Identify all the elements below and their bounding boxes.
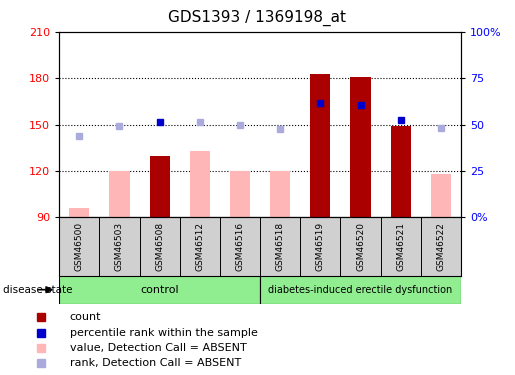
Text: GSM46518: GSM46518: [276, 222, 285, 271]
Bar: [260, 276, 461, 304]
Text: value, Detection Call = ABSENT: value, Detection Call = ABSENT: [70, 343, 246, 352]
Bar: [390, 126, 410, 218]
Text: GDS1393 / 1369198_at: GDS1393 / 1369198_at: [168, 9, 347, 26]
Bar: [109, 171, 129, 217]
Text: GSM46520: GSM46520: [356, 222, 365, 271]
Text: GSM46512: GSM46512: [195, 222, 204, 271]
Bar: [230, 171, 250, 217]
Bar: [59, 276, 260, 304]
Bar: [190, 151, 210, 217]
Text: GSM46522: GSM46522: [436, 222, 445, 271]
Text: GSM46521: GSM46521: [396, 222, 405, 271]
Bar: [310, 74, 330, 217]
Text: GSM46503: GSM46503: [115, 222, 124, 271]
Text: GSM46516: GSM46516: [235, 222, 245, 271]
Bar: [69, 208, 89, 218]
Bar: [350, 77, 370, 218]
Bar: [149, 156, 169, 218]
Text: GSM46508: GSM46508: [155, 222, 164, 271]
Text: rank, Detection Call = ABSENT: rank, Detection Call = ABSENT: [70, 358, 241, 368]
Bar: [270, 171, 290, 217]
Text: disease state: disease state: [3, 285, 72, 295]
Text: GSM46500: GSM46500: [75, 222, 84, 271]
Bar: [431, 174, 451, 217]
Text: control: control: [140, 285, 179, 295]
Text: GSM46519: GSM46519: [316, 222, 325, 271]
Text: diabetes-induced erectile dysfunction: diabetes-induced erectile dysfunction: [268, 285, 453, 295]
Text: percentile rank within the sample: percentile rank within the sample: [70, 327, 258, 338]
Text: count: count: [70, 312, 101, 322]
